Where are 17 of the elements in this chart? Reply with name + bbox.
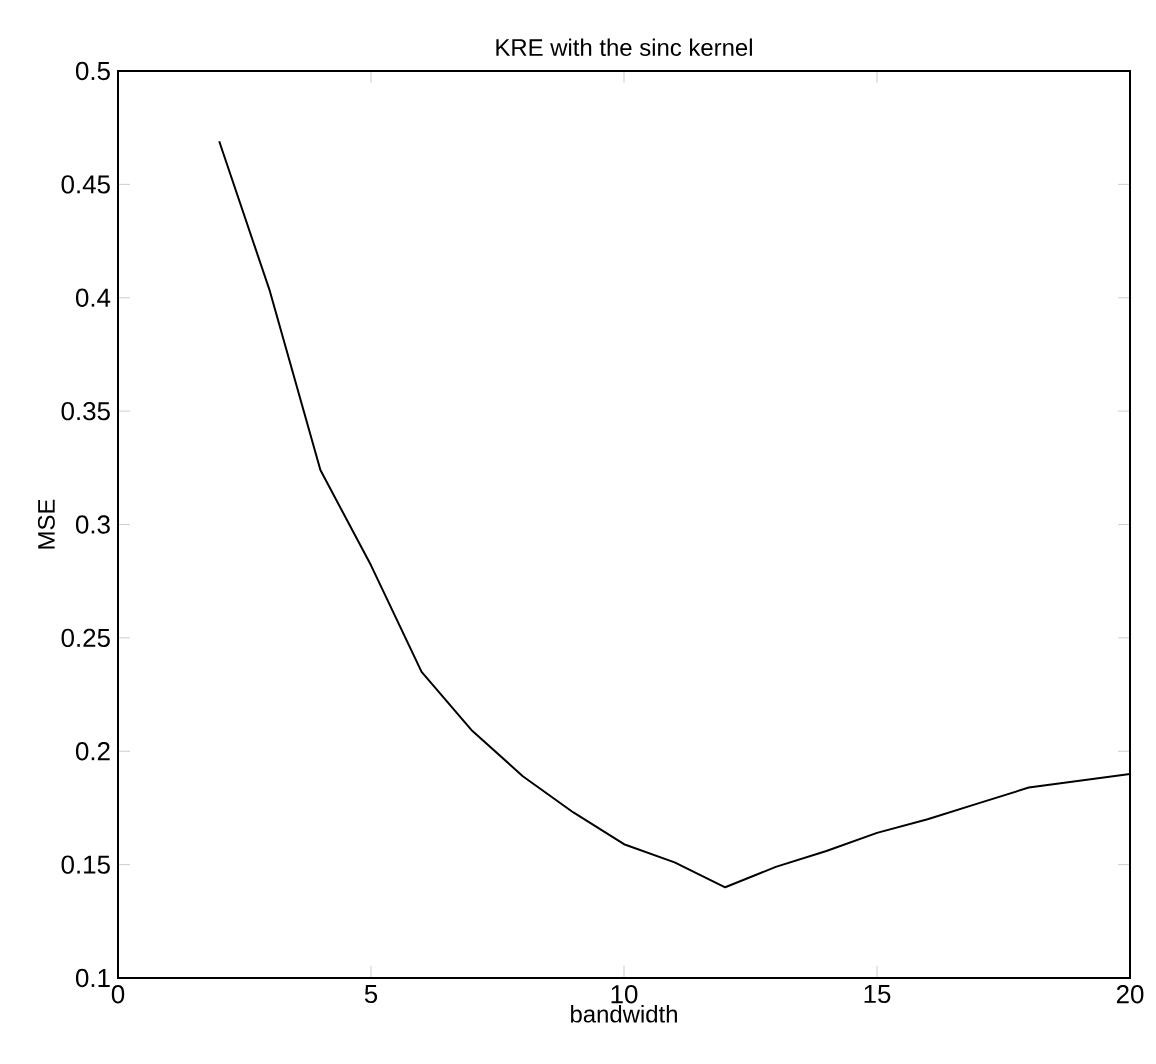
y-tick-label: 0.35 bbox=[61, 401, 110, 421]
y-tick-label: 0.4 bbox=[75, 288, 111, 307]
y-tick-label: 0.25 bbox=[61, 628, 110, 648]
y-axis-title: MSE bbox=[37, 499, 55, 549]
x-tick-label: 10 bbox=[611, 985, 638, 1004]
chart-title: KRE with the sinc kernel bbox=[496, 38, 752, 56]
y-tick-label: 0.1 bbox=[75, 968, 110, 988]
x-axis-title: bandwidth bbox=[571, 1005, 677, 1023]
y-tick-label: 0.5 bbox=[75, 61, 110, 81]
x-tick-label: 15 bbox=[864, 985, 891, 1004]
y-tick-label: 0.15 bbox=[61, 855, 110, 874]
x-tick-label: 5 bbox=[364, 985, 378, 1004]
y-tick-label: 0.2 bbox=[75, 742, 110, 761]
x-tick-label: 0 bbox=[111, 985, 125, 1004]
x-tick-label: 20 bbox=[1116, 985, 1144, 1004]
y-tick-label: 0.45 bbox=[61, 175, 110, 194]
y-tick-label: 0.3 bbox=[75, 515, 110, 534]
